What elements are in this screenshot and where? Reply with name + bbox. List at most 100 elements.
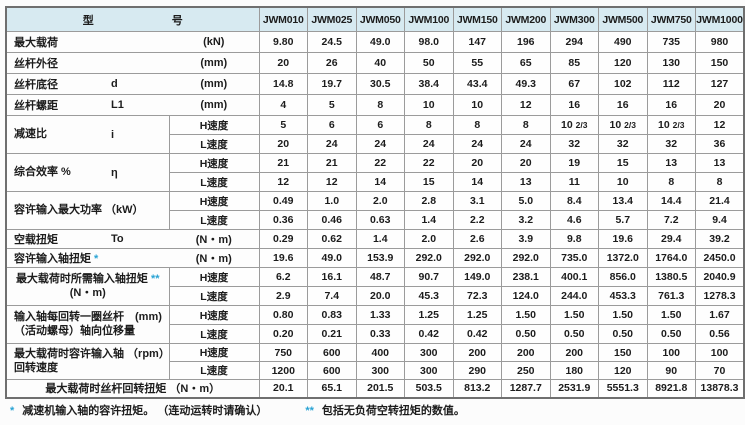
value-cell: 85 <box>549 52 599 74</box>
value-cell: 20 <box>501 153 551 173</box>
value-cell: 5.7 <box>598 210 648 230</box>
table-row: 最大载荷时丝杆回转扭矩 （N・m） 20.1 65.1 201.5 503.5 813.2… <box>5 379 745 398</box>
value-cell: 22 <box>404 153 454 173</box>
value-cell: 120 <box>598 361 648 380</box>
value-cell: 12 <box>695 115 745 135</box>
value-cell: 70 <box>695 361 745 380</box>
value-cell: 6 <box>355 115 405 135</box>
value-cell: 3.2 <box>501 210 551 230</box>
footnote-2: ** 包括无负荷空转扭矩的数值。 <box>305 402 465 418</box>
value-cell: 200 <box>549 343 599 362</box>
table-row: 输入轴每回转一圈丝杆 (mm) （活动螺母）轴向位移量 H速度 0.80 0.83 1.3… <box>5 305 745 344</box>
value-cell: 1287.7 <box>501 379 551 398</box>
value-cell: 102 <box>598 73 648 95</box>
value-cell: 32 <box>598 134 648 154</box>
value-cell: 11 <box>549 172 599 192</box>
value-cell: 98.0 <box>404 31 454 53</box>
value-cell: 20.1 <box>258 379 308 398</box>
value-cell: 10 2/3 <box>549 115 599 135</box>
value-cell: 120 <box>598 52 648 74</box>
row-label: 容许输入最大功率 （kW） <box>5 191 170 230</box>
value-cell: 12 <box>501 94 551 116</box>
value-cell: 0.42 <box>404 324 454 344</box>
model-header: JWM050 <box>355 6 405 32</box>
value-cell: 5551.3 <box>598 379 648 398</box>
value-cell: 32 <box>549 134 599 154</box>
row-label-text: 减速比 <box>14 127 47 140</box>
value-cell: 13878.3 <box>695 379 745 398</box>
row-label: 容许输入轴扭矩 * (N・m) <box>5 248 260 268</box>
table-header: 型号 JWM010 JWM025 JWM050 JWM100 JWM150 JWM200 JW… <box>5 6 745 32</box>
row-label-text: 最大载荷 <box>14 37 58 49</box>
row-label-text: 丝杆底径 <box>14 79 58 91</box>
value-cell: 8 <box>404 115 454 135</box>
value-cell: 4.6 <box>549 210 599 230</box>
value-cell: 150 <box>598 343 648 362</box>
fraction-text: 2/3 <box>672 120 685 130</box>
value-cell: 1200 <box>258 361 308 380</box>
value-cell: 21 <box>307 153 357 173</box>
value-cell: 7.4 <box>307 286 357 306</box>
value-cell: 0.63 <box>355 210 405 230</box>
value-cell: 19.6 <box>258 248 308 268</box>
value-cell: 8 <box>452 115 502 135</box>
model-header: JWM750 <box>646 6 696 32</box>
table-row: 最大载荷 (kN) 9.80 24.5 49.0 98.0 147 196 294 490 735 9… <box>5 31 745 53</box>
value-cell: 292.0 <box>501 248 551 268</box>
value-cell: 8921.8 <box>646 379 696 398</box>
value-cell: 45.3 <box>404 286 454 306</box>
value-cell: 22 <box>355 153 405 173</box>
value-cell: 26 <box>307 52 357 74</box>
value-cell: 1.4 <box>355 229 405 249</box>
value-cell: 4 <box>258 94 308 116</box>
row-label: 最大载荷时所需输入轴扭矩 ** (N・m) <box>5 267 170 306</box>
value-cell: 15 <box>598 153 648 173</box>
value-cell: 24 <box>355 134 405 154</box>
value-cell: 200 <box>452 343 502 362</box>
value-cell: 294 <box>549 31 599 53</box>
value-cell: 20.0 <box>355 286 405 306</box>
value-cell: 1.50 <box>549 305 599 325</box>
row-unit: (mm) <box>200 99 228 111</box>
fraction-text: 2/3 <box>575 120 588 130</box>
row-label-text: (N・m) <box>69 286 106 299</box>
value-cell: 1.67 <box>695 305 745 325</box>
value-cell: 19.6 <box>598 229 648 249</box>
footnote-text: 减速机输入轴的容许扭矩。 （连动运转时请确认） <box>22 405 268 417</box>
table-row: L速度 12 12 14 15 14 13 11 10 8 8 <box>6 172 745 192</box>
value-cell: 20 <box>452 153 502 173</box>
value-cell: 1.25 <box>404 305 454 325</box>
value-cell: 750 <box>258 343 308 362</box>
value-cell: 1278.3 <box>695 286 745 306</box>
value-cell: 292.0 <box>452 248 502 268</box>
model-header: JWM1000 <box>695 6 745 32</box>
value-cell: 0.50 <box>501 324 551 344</box>
speed-label: L速度 <box>168 210 260 230</box>
value-cell: 49.0 <box>307 248 357 268</box>
row-label: 最大载荷 (kN) <box>5 31 260 53</box>
value-cell: 490 <box>598 31 648 53</box>
speed-label: L速度 <box>168 286 260 306</box>
value-cell: 0.80 <box>258 305 308 325</box>
model-header: JWM100 <box>404 6 454 32</box>
row-label-text: 容许输入轴扭矩 <box>14 253 91 265</box>
value-cell: 16 <box>598 94 648 116</box>
value-cell: 24 <box>307 134 357 154</box>
speed-label: H速度 <box>168 153 260 173</box>
value-cell: 0.50 <box>646 324 696 344</box>
value-cell: 856.0 <box>598 267 648 287</box>
value-cell: 8 <box>501 115 551 135</box>
value-cell: 100 <box>646 343 696 362</box>
value-cell: 9.8 <box>549 229 599 249</box>
value-cell: 130 <box>646 52 696 74</box>
value-cell: 300 <box>355 361 405 380</box>
value-cell: 0.56 <box>695 324 745 344</box>
speed-label: H速度 <box>168 191 260 211</box>
row-label-text: 输入轴每回转一圈丝杆 (mm) <box>14 311 162 323</box>
row-unit: (mm) <box>200 57 228 69</box>
value-cell: 7.2 <box>646 210 696 230</box>
row-label-text: 最大载荷时容许输入轴 （rpm） <box>14 348 169 360</box>
value-cell: 1764.0 <box>646 248 696 268</box>
fraction-text: 2/3 <box>624 120 636 130</box>
value-cell: 9.80 <box>258 31 308 53</box>
